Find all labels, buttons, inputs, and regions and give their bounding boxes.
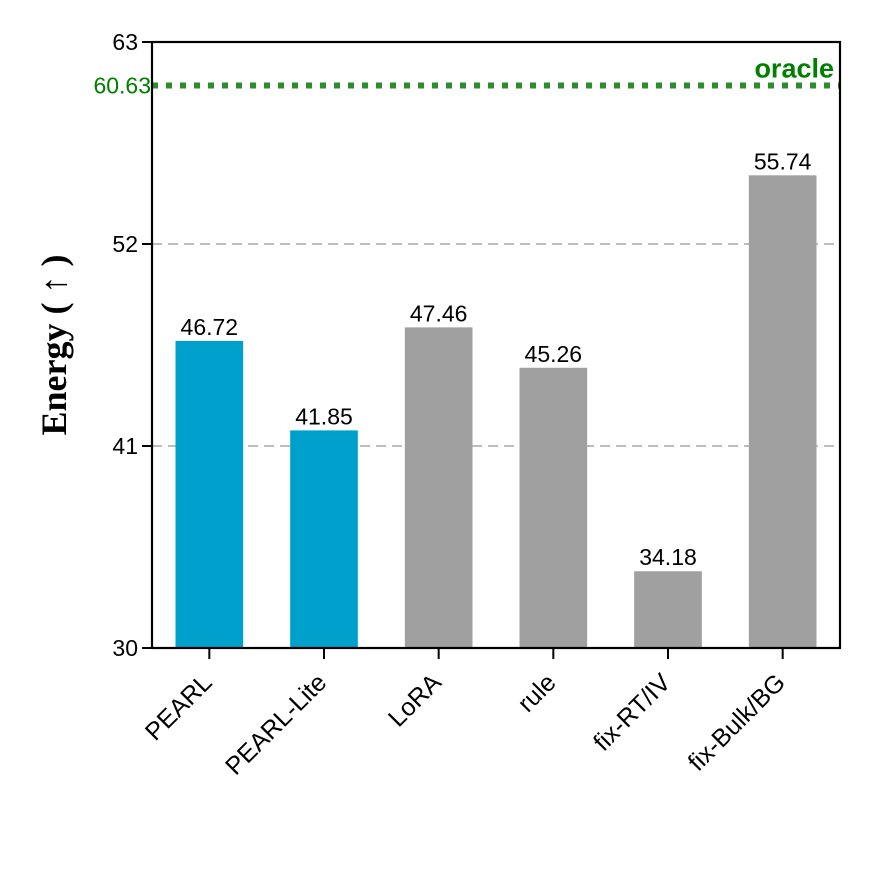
bar-value-labels: 46.72 41.85 47.46 45.26 34.18 55.74 — [181, 148, 812, 570]
bars — [175, 175, 817, 648]
bar-value-label: 34.18 — [639, 544, 697, 570]
x-tick-label: fix-RT/IV — [588, 668, 676, 756]
y-tick-label: 30 — [112, 635, 138, 661]
bar — [519, 367, 588, 648]
oracle-label: oracle — [754, 54, 834, 84]
grid-lines — [152, 243, 840, 447]
y-tick-label: 41 — [112, 433, 138, 459]
bar-value-label: 41.85 — [295, 403, 353, 429]
oracle-tick-label: 60.63 — [93, 73, 151, 99]
bar-value-label: 55.74 — [754, 148, 812, 174]
y-axis-label: Energy ( ↑ ) — [34, 255, 74, 436]
y-tick-label: 63 — [112, 29, 138, 55]
x-tick-label: LoRA — [383, 668, 447, 732]
x-tick-label: rule — [512, 668, 561, 717]
bar-value-label: 45.26 — [525, 341, 583, 367]
bar — [634, 571, 702, 648]
bar — [175, 340, 244, 648]
y-axis: 30 41 52 63 — [112, 29, 152, 661]
bar — [404, 327, 473, 648]
x-tick-label: PEARL-Lite — [220, 668, 332, 780]
bar — [748, 175, 817, 648]
bar-value-label: 47.46 — [410, 300, 468, 326]
x-tick-label: PEARL — [140, 668, 218, 746]
oracle-reference: oracle 60.63 — [93, 54, 840, 99]
bar-value-label: 46.72 — [181, 314, 239, 340]
x-axis: PEARL PEARL-Lite LoRA rule fix-RT/IV fix-Bulk… — [140, 648, 791, 781]
y-tick-label: 52 — [112, 231, 138, 257]
plot-frame — [150, 40, 842, 650]
x-tick-label: fix-Bulk/BG — [683, 668, 791, 776]
bar — [290, 430, 358, 648]
